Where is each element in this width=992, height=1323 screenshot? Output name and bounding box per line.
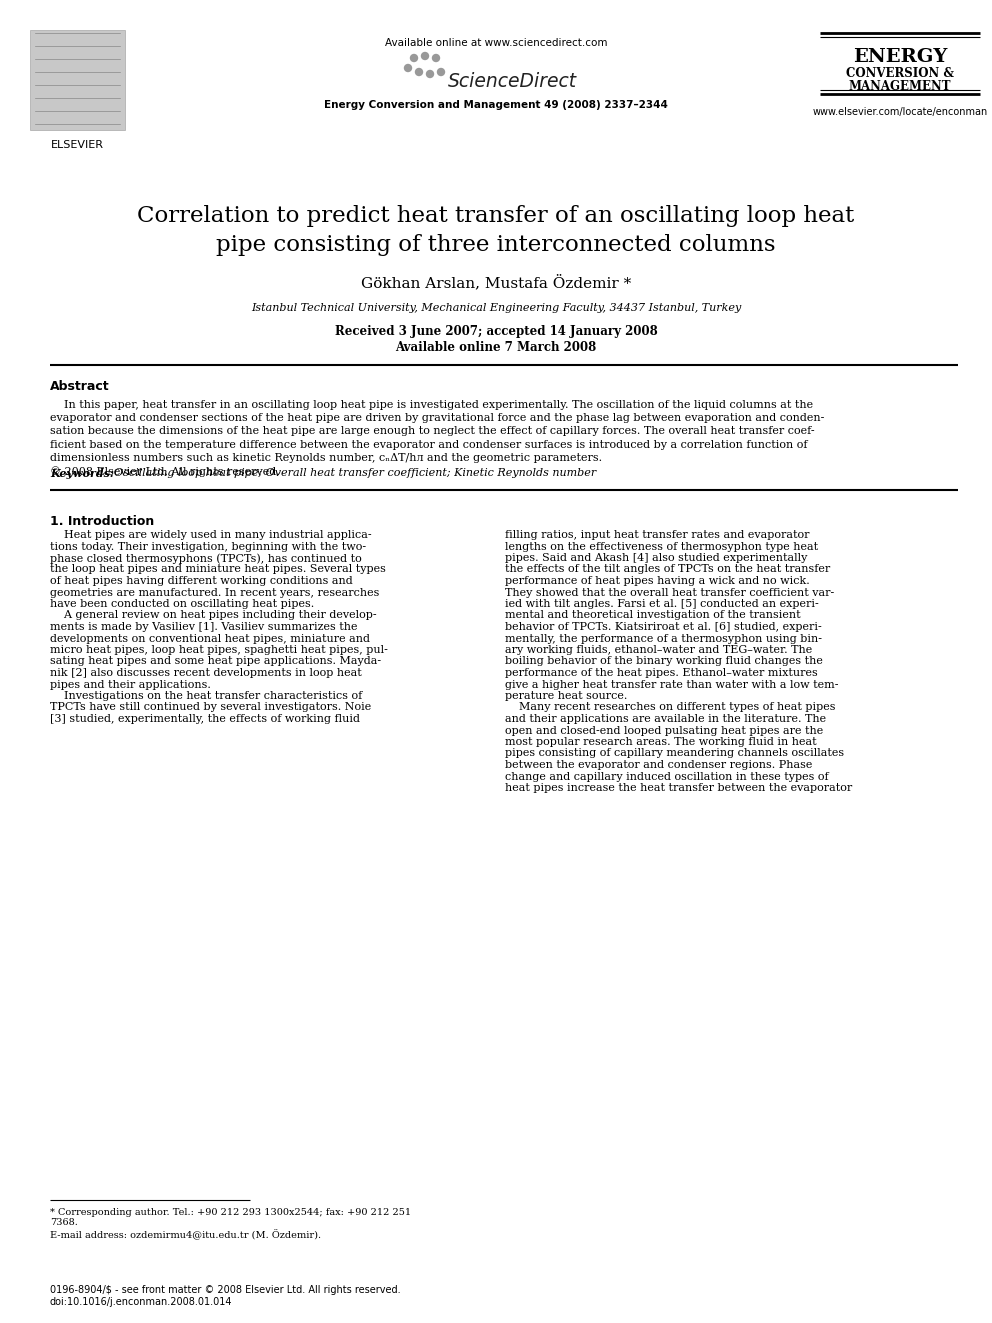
Text: nik [2] also discusses recent developments in loop heat: nik [2] also discusses recent developmen… [50,668,362,677]
Text: mentally, the performance of a thermosyphon using bin-: mentally, the performance of a thermosyp… [505,634,822,643]
Text: mental and theoretical investigation of the transient: mental and theoretical investigation of … [505,610,801,620]
Text: * Corresponding author. Tel.: +90 212 293 1300x2544; fax: +90 212 251: * Corresponding author. Tel.: +90 212 29… [50,1208,411,1217]
Text: behavior of TPCTs. Kiatsiriroat et al. [6] studied, experi-: behavior of TPCTs. Kiatsiriroat et al. [… [505,622,821,632]
Text: filling ratios, input heat transfer rates and evaporator: filling ratios, input heat transfer rate… [505,531,809,540]
Text: micro heat pipes, loop heat pipes, spaghetti heat pipes, pul-: micro heat pipes, loop heat pipes, spagh… [50,646,388,655]
Text: phase closed thermosyphons (TPCTs), has continued to: phase closed thermosyphons (TPCTs), has … [50,553,362,564]
Circle shape [433,54,439,61]
Text: ary working fluids, ethanol–water and TEG–water. The: ary working fluids, ethanol–water and TE… [505,646,812,655]
Text: ScienceDirect: ScienceDirect [448,71,577,91]
Text: heat pipes increase the heat transfer between the evaporator: heat pipes increase the heat transfer be… [505,783,852,792]
Circle shape [422,53,429,60]
Text: Keywords:: Keywords: [50,468,114,479]
Text: 0196-8904/$ - see front matter © 2008 Elsevier Ltd. All rights reserved.: 0196-8904/$ - see front matter © 2008 El… [50,1285,401,1295]
Circle shape [427,70,434,78]
Text: Heat pipes are widely used in many industrial applica-: Heat pipes are widely used in many indus… [50,531,372,540]
Text: developments on conventional heat pipes, miniature and: developments on conventional heat pipes,… [50,634,370,643]
Text: have been conducted on oscillating heat pipes.: have been conducted on oscillating heat … [50,599,314,609]
Text: change and capillary induced oscillation in these types of: change and capillary induced oscillation… [505,771,828,782]
Text: ELSEVIER: ELSEVIER [51,140,104,149]
Text: give a higher heat transfer rate than water with a low tem-: give a higher heat transfer rate than wa… [505,680,838,689]
Text: 1. Introduction: 1. Introduction [50,515,154,528]
Text: and their applications are available in the literature. The: and their applications are available in … [505,714,826,724]
Text: doi:10.1016/j.enconman.2008.01.014: doi:10.1016/j.enconman.2008.01.014 [50,1297,232,1307]
Text: pipe consisting of three interconnected columns: pipe consisting of three interconnected … [216,234,776,255]
Text: most popular research areas. The working fluid in heat: most popular research areas. The working… [505,737,816,747]
Text: E-mail address: ozdemirmu4@itu.edu.tr (M. Özdemir).: E-mail address: ozdemirmu4@itu.edu.tr (M… [50,1230,321,1241]
Text: A general review on heat pipes including their develop-: A general review on heat pipes including… [50,610,377,620]
Text: open and closed-end looped pulsating heat pipes are the: open and closed-end looped pulsating hea… [505,725,823,736]
Text: Energy Conversion and Management 49 (2008) 2337–2344: Energy Conversion and Management 49 (200… [324,101,668,110]
Text: performance of heat pipes having a wick and no wick.: performance of heat pipes having a wick … [505,576,809,586]
Text: the loop heat pipes and miniature heat pipes. Several types: the loop heat pipes and miniature heat p… [50,565,386,574]
Text: of heat pipes having different working conditions and: of heat pipes having different working c… [50,576,353,586]
Text: lengths on the effectiveness of thermosyphon type heat: lengths on the effectiveness of thermosy… [505,541,818,552]
Text: tions today. Their investigation, beginning with the two-: tions today. Their investigation, beginn… [50,541,366,552]
Text: In this paper, heat transfer in an oscillating loop heat pipe is investigated ex: In this paper, heat transfer in an oscil… [50,400,824,478]
Text: ments is made by Vasiliev [1]. Vasiliev summarizes the: ments is made by Vasiliev [1]. Vasiliev … [50,622,357,632]
Text: boiling behavior of the binary working fluid changes the: boiling behavior of the binary working f… [505,656,823,667]
Circle shape [416,69,423,75]
Text: MANAGEMENT: MANAGEMENT [849,79,951,93]
Text: Investigations on the heat transfer characteristics of: Investigations on the heat transfer char… [50,691,362,701]
Text: Received 3 June 2007; accepted 14 January 2008: Received 3 June 2007; accepted 14 Januar… [334,325,658,337]
Text: 7368.: 7368. [50,1218,78,1226]
Text: performance of the heat pipes. Ethanol–water mixtures: performance of the heat pipes. Ethanol–w… [505,668,817,677]
Text: geometries are manufactured. In recent years, researches: geometries are manufactured. In recent y… [50,587,379,598]
Text: sating heat pipes and some heat pipe applications. Mayda-: sating heat pipes and some heat pipe app… [50,656,381,667]
Text: ENERGY: ENERGY [853,48,947,66]
Text: Oscillating loop heat pipe; Overall heat transfer coefficient; Kinetic Reynolds : Oscillating loop heat pipe; Overall heat… [107,468,596,478]
Text: the effects of the tilt angles of TPCTs on the heat transfer: the effects of the tilt angles of TPCTs … [505,565,830,574]
Text: perature heat source.: perature heat source. [505,691,627,701]
Text: pipes. Said and Akash [4] also studied experimentally: pipes. Said and Akash [4] also studied e… [505,553,807,564]
Circle shape [405,65,412,71]
Text: ied with tilt angles. Farsi et al. [5] conducted an experi-: ied with tilt angles. Farsi et al. [5] c… [505,599,818,609]
Text: Many recent researches on different types of heat pipes: Many recent researches on different type… [505,703,835,713]
Text: pipes and their applications.: pipes and their applications. [50,680,211,689]
Text: [3] studied, experimentally, the effects of working fluid: [3] studied, experimentally, the effects… [50,714,360,724]
Text: Available online 7 March 2008: Available online 7 March 2008 [396,341,596,355]
Circle shape [437,69,444,75]
Text: Correlation to predict heat transfer of an oscillating loop heat: Correlation to predict heat transfer of … [137,205,855,228]
Text: Istanbul Technical University, Mechanical Engineering Faculty, 34437 Istanbul, T: Istanbul Technical University, Mechanica… [251,303,741,314]
Text: Abstract: Abstract [50,380,110,393]
Circle shape [411,54,418,61]
Text: pipes consisting of capillary meandering channels oscillates: pipes consisting of capillary meandering… [505,749,844,758]
Bar [30,30,125,130]
Text: Available online at www.sciencedirect.com: Available online at www.sciencedirect.co… [385,38,607,48]
Text: www.elsevier.com/locate/enconman: www.elsevier.com/locate/enconman [812,107,988,116]
Text: between the evaporator and condenser regions. Phase: between the evaporator and condenser reg… [505,759,812,770]
Text: Gökhan Arslan, Mustafa Özdemir *: Gökhan Arslan, Mustafa Özdemir * [361,275,631,291]
Text: They showed that the overall heat transfer coefficient var-: They showed that the overall heat transf… [505,587,834,598]
Text: CONVERSION &: CONVERSION & [846,67,954,79]
Text: TPCTs have still continued by several investigators. Noie: TPCTs have still continued by several in… [50,703,371,713]
